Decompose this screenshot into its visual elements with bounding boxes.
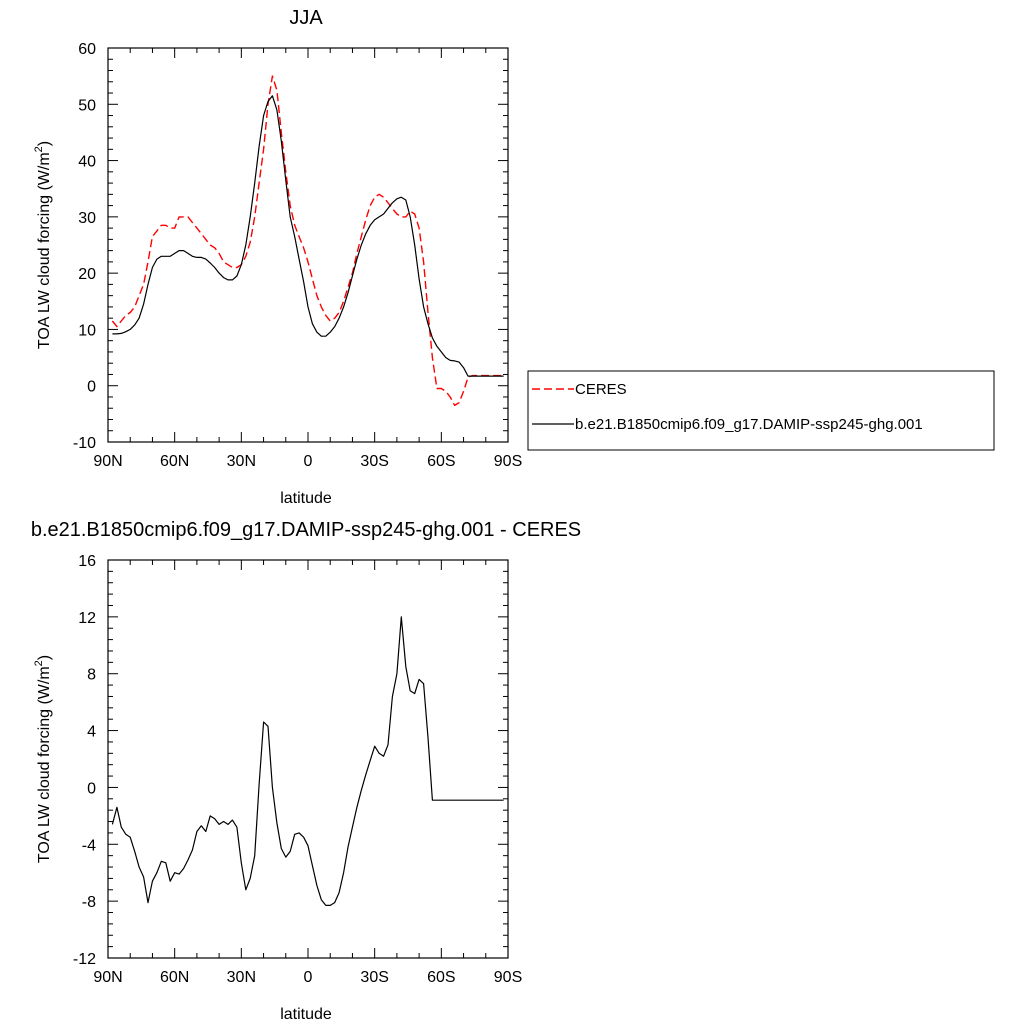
top-panel: JJA 90N 60N 30N 0 30S 60S 90S-100102030405060 … [33, 7, 995, 507]
x-tick-label: 90S [494, 969, 522, 986]
top-series-lines [111, 75, 504, 407]
x-tick-label: 90N [93, 969, 122, 986]
bottom-plot-frame [107, 559, 509, 959]
x-tick-label: 30S [360, 453, 388, 470]
y-tick-label: 60 [78, 41, 96, 58]
bottom-chart-title: b.e21.B1850cmip6.f09_g17.DAMIP-ssp245-gh… [31, 519, 581, 541]
y-tick-label: 40 [78, 154, 96, 171]
y-tick-label: 0 [87, 780, 96, 797]
x-tick-label: 0 [304, 969, 313, 986]
x-tick-label: 60N [160, 969, 189, 986]
y-tick-label: -4 [82, 837, 96, 854]
y-tick-label: 20 [78, 266, 96, 283]
y-tick-label: 16 [78, 553, 96, 570]
top-y-label-sup: 2 [33, 146, 45, 152]
top-x-axis-label: latitude [280, 490, 332, 507]
top-y-label-main: TOA LW cloud forcing (W/m [36, 152, 53, 349]
bottom-axis-ticks: 90N 60N 30N 0 30S 60S 90S -12 -8 -4 0 4 8 12 16 [73, 553, 522, 986]
x-tick-label: 30N [227, 453, 256, 470]
y-tick-label: 4 [87, 724, 96, 741]
bottom-panel: b.e21.B1850cmip6.f09_g17.DAMIP-ssp245-gh… [31, 519, 581, 1023]
y-tick-label: 50 [78, 97, 96, 114]
bottom-y-label-main: TOA LW cloud forcing (W/m [36, 666, 53, 863]
y-tick-label: 0 [87, 379, 96, 396]
top-plot-frame [107, 47, 509, 443]
y-tick-label: -8 [82, 894, 96, 911]
y-tick-label: 10 [78, 322, 96, 339]
ceres-series-line [111, 75, 504, 407]
top-y-axis-label: TOA LW cloud forcing (W/m2) [33, 141, 53, 349]
bottom-y-label-end: ) [36, 655, 53, 660]
bottom-series-lines [111, 616, 504, 907]
top-chart-title: JJA [289, 7, 323, 29]
y-tick-label: 12 [78, 610, 96, 627]
model-series-line [112, 95, 504, 377]
bottom-y-label-sup: 2 [33, 660, 45, 666]
x-tick-label: 60S [427, 453, 455, 470]
bottom-y-axis-label: TOA LW cloud forcing (W/m2) [33, 655, 53, 863]
x-tick-label: 60S [427, 969, 455, 986]
x-tick-label: 30S [360, 969, 388, 986]
y-tick-label: -10 [73, 435, 96, 452]
legend-label-model: b.e21.B1850cmip6.f09_g17.DAMIP-ssp245-gh… [575, 416, 923, 433]
legend-box [527, 370, 995, 451]
legend: CERES b.e21.B1850cmip6.f09_g17.DAMIP-ssp… [527, 370, 995, 451]
x-tick-label: 90N [93, 453, 122, 470]
legend-label-ceres: CERES [575, 381, 627, 398]
bottom-x-axis-label: latitude [280, 1006, 332, 1023]
top-y-label-end: ) [36, 141, 53, 146]
y-tick-label: -12 [73, 951, 96, 968]
x-tick-label: 60N [160, 453, 189, 470]
x-tick-label: 30N [227, 969, 256, 986]
y-tick-label: 8 [87, 667, 96, 684]
x-tick-label: 0 [304, 453, 313, 470]
y-tick-label: 30 [78, 210, 96, 227]
x-tick-label: 90S [494, 453, 522, 470]
model-series-line [111, 616, 504, 907]
